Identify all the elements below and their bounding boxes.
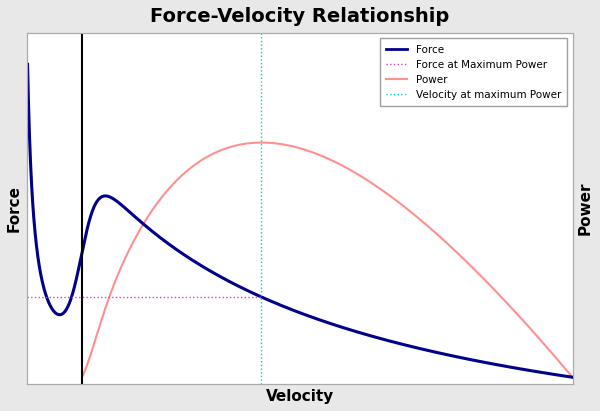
Y-axis label: Power: Power [578, 182, 593, 235]
X-axis label: Velocity: Velocity [266, 389, 334, 404]
Legend: Force, Force at Maximum Power, Power, Velocity at maximum Power: Force, Force at Maximum Power, Power, Ve… [380, 38, 567, 106]
Title: Force-Velocity Relationship: Force-Velocity Relationship [151, 7, 449, 26]
Y-axis label: Force: Force [7, 185, 22, 232]
